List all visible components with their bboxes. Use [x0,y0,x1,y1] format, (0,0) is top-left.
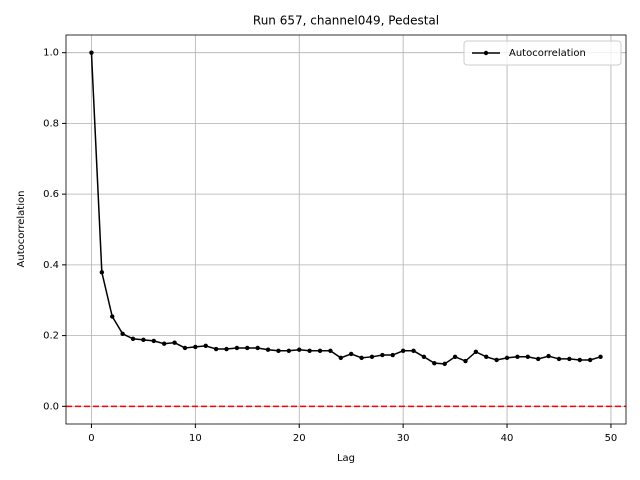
data-point [442,361,447,367]
data-point [224,346,229,352]
legend-label: Autocorrelation [509,48,586,59]
data-point [587,357,593,363]
data-point [400,348,406,353]
data-point [120,331,125,337]
data-point [213,346,219,352]
data-point [504,355,510,361]
data-point [151,338,156,344]
data-point [432,360,437,366]
chart-title: Run 657, channel049, Pedestal [253,14,439,28]
data-point [463,358,468,364]
x-tick-label: 40 [501,433,514,444]
data-point [172,340,177,345]
data-point [161,341,167,346]
data-point [203,343,208,349]
data-point [182,345,188,351]
data-point [276,348,281,353]
y-axis-label: Autocorrelation [16,191,27,268]
data-point [556,356,562,362]
data-point [546,353,551,359]
data-point [525,354,531,360]
data-point [390,352,395,358]
data-point [255,345,260,351]
data-point [89,50,94,55]
data-point [307,348,312,353]
data-point [317,348,323,353]
data-point [598,354,603,360]
data-point [99,270,105,275]
data-point [359,355,364,361]
data-point [110,314,115,319]
y-tick-label: 1.0 [43,48,59,59]
data-point [452,354,458,360]
data-point [338,355,344,361]
data-point [411,348,416,353]
data-point [494,357,499,363]
data-point [421,354,427,360]
legend-box [463,40,622,66]
y-tick-label: 0.6 [43,189,59,200]
series-line [90,52,601,365]
x-tick-label: 50 [605,433,618,444]
data-point [515,354,520,360]
data-point [380,352,385,358]
x-tick-label: 0 [88,433,94,444]
x-tick-label: 20 [293,433,306,444]
y-tick-label: 0.4 [43,260,59,271]
data-point [286,348,292,353]
data-point [193,344,198,350]
y-tick-label: 0.0 [43,401,59,412]
data-point [130,336,136,341]
data-point [234,345,240,351]
data-point [577,357,582,363]
data-point [484,354,489,360]
x-tick-label: 30 [397,433,410,444]
legend-marker [483,50,489,56]
data-point [265,347,271,352]
data-point [245,345,250,351]
x-axis-label: Lag [337,453,355,464]
data-point [473,349,479,355]
x-tick-label: 10 [189,433,202,444]
y-tick-label: 0.8 [43,118,59,129]
data-point [141,337,146,343]
data-point [369,354,375,360]
data-point [297,347,302,352]
y-tick-label: 0.2 [43,331,59,342]
data-point [328,348,333,353]
data-point [536,356,541,362]
axes-frame [65,34,627,425]
data-point [567,356,572,362]
data-point [348,351,354,357]
